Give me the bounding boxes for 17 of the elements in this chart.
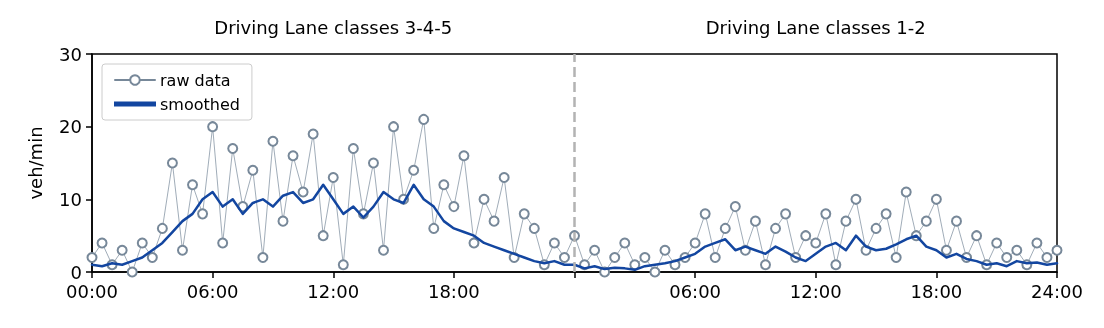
text: Driving Lane classes 1-2 xyxy=(705,16,926,38)
legend-label: raw data xyxy=(160,70,231,90)
y-tick-label: 30 xyxy=(59,43,82,65)
x-tick-label: 06:00 xyxy=(186,280,239,302)
legend-label: smoothed xyxy=(160,94,240,114)
x-tick-label: 24:00 xyxy=(1031,280,1083,302)
text: Driving Lane classes 3-4-5 xyxy=(214,16,453,38)
x-tick-label: 18:00 xyxy=(427,280,480,302)
y-tick-label: 20 xyxy=(59,116,82,138)
x-tick-label: 12:00 xyxy=(789,280,842,302)
x-tick-label: 18:00 xyxy=(910,280,963,302)
x-tick-label: 12:00 xyxy=(307,280,360,302)
x-tick-label: 06:00 xyxy=(669,280,722,302)
x-tick-label: 00:00 xyxy=(66,280,118,302)
y-tick-label: 0 xyxy=(70,261,82,283)
y-axis-title: veh/min xyxy=(24,126,46,200)
y-tick-label: 10 xyxy=(59,188,82,210)
